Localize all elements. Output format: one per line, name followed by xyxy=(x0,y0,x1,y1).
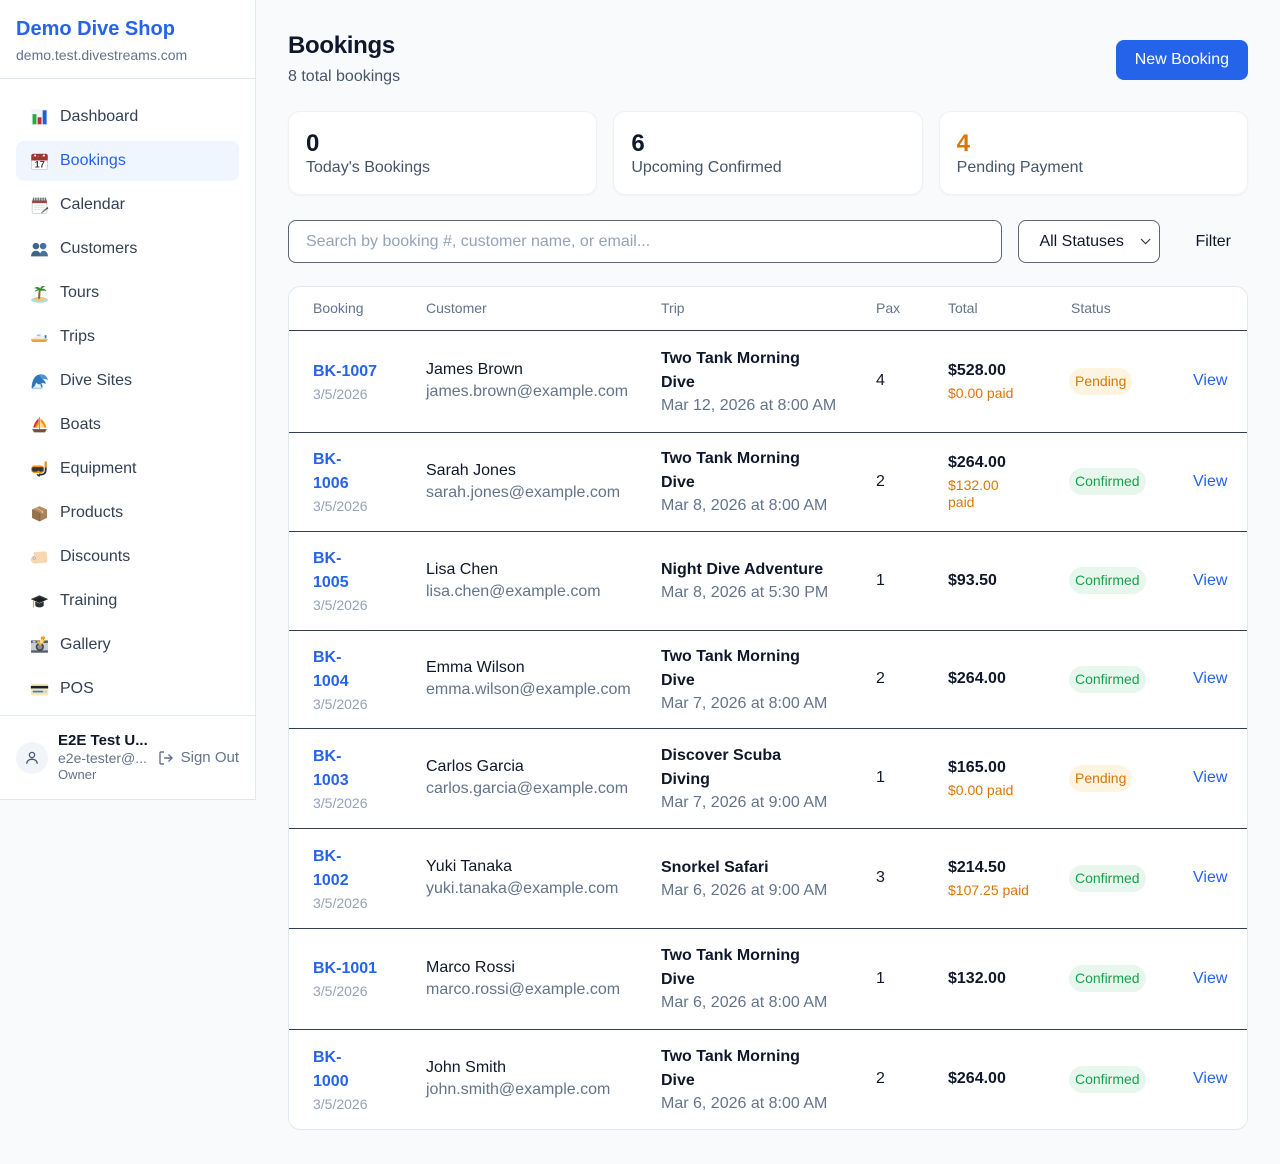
svg-text:17: 17 xyxy=(35,159,45,169)
